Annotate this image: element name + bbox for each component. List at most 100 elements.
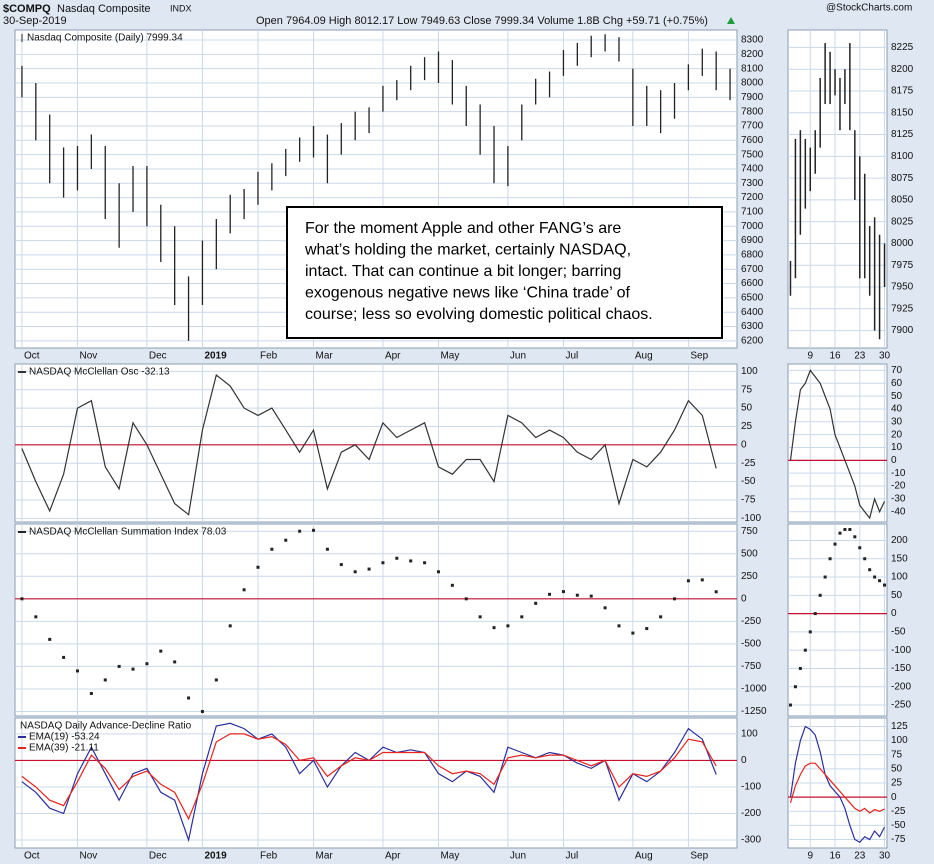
x-tick-label: May (440, 351, 459, 362)
dot (853, 535, 857, 539)
dot (673, 597, 677, 601)
y-tick-label: 8175 (891, 86, 914, 97)
y-tick-label: 10 (891, 442, 903, 453)
dot (395, 556, 399, 560)
y-tick-label: 7800 (741, 106, 764, 117)
x-tick-label: Dec (149, 851, 167, 862)
dot (793, 685, 797, 689)
y-tick-label: 7975 (891, 260, 914, 271)
dot (575, 593, 579, 597)
x-tick-label: Feb (260, 851, 278, 862)
y-tick-label: 0 (891, 455, 897, 466)
dot (478, 615, 482, 619)
y-tick-label: -150 (891, 663, 911, 674)
dot (62, 655, 66, 659)
x-tick-label: 23 (854, 351, 866, 362)
plot-area (787, 363, 888, 523)
dot (298, 529, 302, 533)
y-tick-label: 7000 (741, 221, 764, 232)
dot (339, 563, 343, 567)
dot (645, 627, 649, 631)
plot-area (787, 29, 888, 349)
y-tick-label: 6500 (741, 293, 764, 304)
y-tick-label: -75 (891, 834, 906, 845)
panel-title: NASDAQ Daily Advance-Decline Ratio (20, 721, 192, 732)
series-line (789, 369, 886, 520)
up-arrow (727, 17, 735, 24)
y-tick-label: 100 (741, 366, 758, 377)
plot-area (14, 523, 738, 717)
y-tick-label: 8100 (741, 63, 764, 74)
annotation-line: exogenous negative news like ‘China trad… (305, 285, 631, 302)
dot (631, 631, 635, 635)
x-tick-label: Jun (510, 851, 526, 862)
y-tick-label: 25 (741, 421, 753, 432)
y-tick-label: 7900 (741, 92, 764, 103)
y-tick-label: 150 (891, 553, 908, 564)
y-tick-label: -200 (741, 808, 761, 819)
y-tick-label: 7400 (741, 164, 764, 175)
dot (617, 624, 621, 628)
y-tick-label: 8300 (741, 35, 764, 46)
y-tick-label: 0 (741, 755, 747, 766)
y-tick-label: -10 (891, 468, 906, 479)
x-tick-label: Jun (510, 351, 526, 362)
y-tick-label: -25 (891, 806, 906, 817)
legend-label: EMA(39) -21.11 (29, 743, 99, 754)
dot (868, 568, 872, 572)
y-tick-label: 8025 (891, 216, 914, 227)
y-tick-label: 8200 (891, 64, 914, 75)
y-tick-label: 8125 (891, 129, 914, 140)
y-tick-label: -25 (741, 458, 756, 469)
dot (603, 606, 607, 610)
y-tick-label: -250 (741, 616, 761, 627)
dot (103, 678, 107, 682)
y-tick-label: 40 (891, 404, 903, 415)
x-tick-label: Aug (635, 351, 653, 362)
dot (823, 575, 827, 579)
symbol-name: Nasdaq Composite (57, 3, 151, 15)
y-tick-label: 8050 (891, 195, 914, 206)
legend-label: NASDAQ McClellan Summation Index 78.03 (29, 527, 227, 538)
x-tick-label: 9 (807, 851, 813, 862)
y-tick-label: 0 (891, 608, 897, 619)
y-tick-label: -250 (891, 700, 911, 711)
dot (464, 597, 468, 601)
y-tick-label: 750 (741, 526, 758, 537)
quote: Open 7964.09 High 8012.17 Low 7949.63 Cl… (256, 15, 708, 27)
x-tick-label: Oct (24, 351, 40, 362)
y-tick-label: 0 (891, 792, 897, 803)
dot (48, 637, 52, 641)
dot (381, 561, 385, 565)
y-tick-label: 6300 (741, 321, 764, 332)
dot (700, 578, 704, 582)
y-tick-label: -300 (741, 835, 761, 846)
y-tick-label: 500 (741, 548, 758, 559)
dot (492, 626, 496, 630)
dot (803, 648, 807, 652)
y-tick-label: 50 (741, 403, 753, 414)
y-tick-label: 70 (891, 365, 903, 376)
y-tick-label: -75 (741, 495, 756, 506)
dot (878, 579, 882, 583)
plot-area (14, 717, 738, 849)
dot (200, 709, 204, 713)
dot (214, 678, 218, 682)
dot (843, 527, 847, 531)
x-tick-label: Jul (565, 351, 578, 362)
y-tick-label: 125 (891, 721, 908, 732)
dot (520, 615, 524, 619)
y-tick-label: -1000 (741, 684, 767, 695)
y-tick-label: 0 (741, 439, 747, 450)
dot (788, 703, 792, 707)
dot (808, 630, 812, 634)
y-tick-label: -500 (741, 639, 761, 650)
dot (873, 575, 877, 579)
dot (256, 565, 260, 569)
y-tick-label: 7500 (741, 149, 764, 160)
dot (75, 669, 79, 673)
y-tick-label: -750 (741, 661, 761, 672)
dot (20, 597, 24, 601)
y-tick-label: 7900 (891, 325, 914, 336)
